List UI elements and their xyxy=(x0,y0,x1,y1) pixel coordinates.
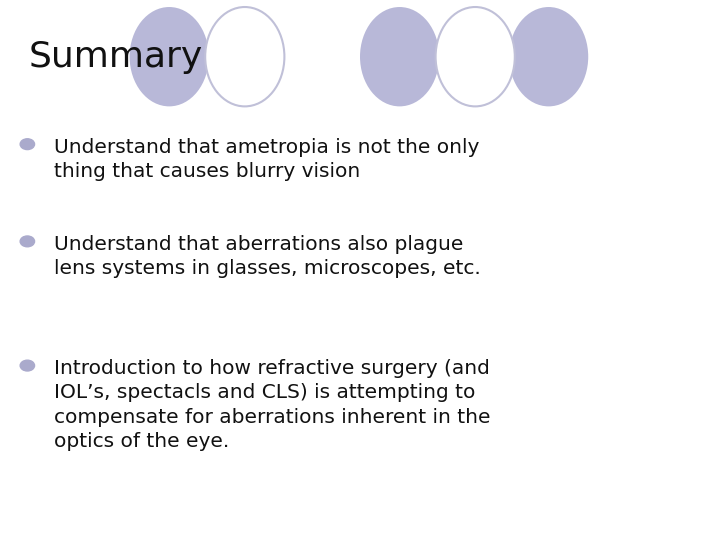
Ellipse shape xyxy=(436,7,515,106)
Circle shape xyxy=(20,236,35,247)
Ellipse shape xyxy=(130,7,209,106)
Text: Introduction to how refractive surgery (and
IOL’s, spectacls and CLS) is attempt: Introduction to how refractive surgery (… xyxy=(54,359,490,451)
Text: Understand that aberrations also plague
lens systems in glasses, microscopes, et: Understand that aberrations also plague … xyxy=(54,235,481,278)
Text: Summary: Summary xyxy=(29,40,203,73)
Circle shape xyxy=(20,360,35,371)
Ellipse shape xyxy=(205,7,284,106)
Circle shape xyxy=(20,139,35,150)
Text: Understand that ametropia is not the only
thing that causes blurry vision: Understand that ametropia is not the onl… xyxy=(54,138,480,181)
Ellipse shape xyxy=(360,7,439,106)
Ellipse shape xyxy=(509,7,588,106)
